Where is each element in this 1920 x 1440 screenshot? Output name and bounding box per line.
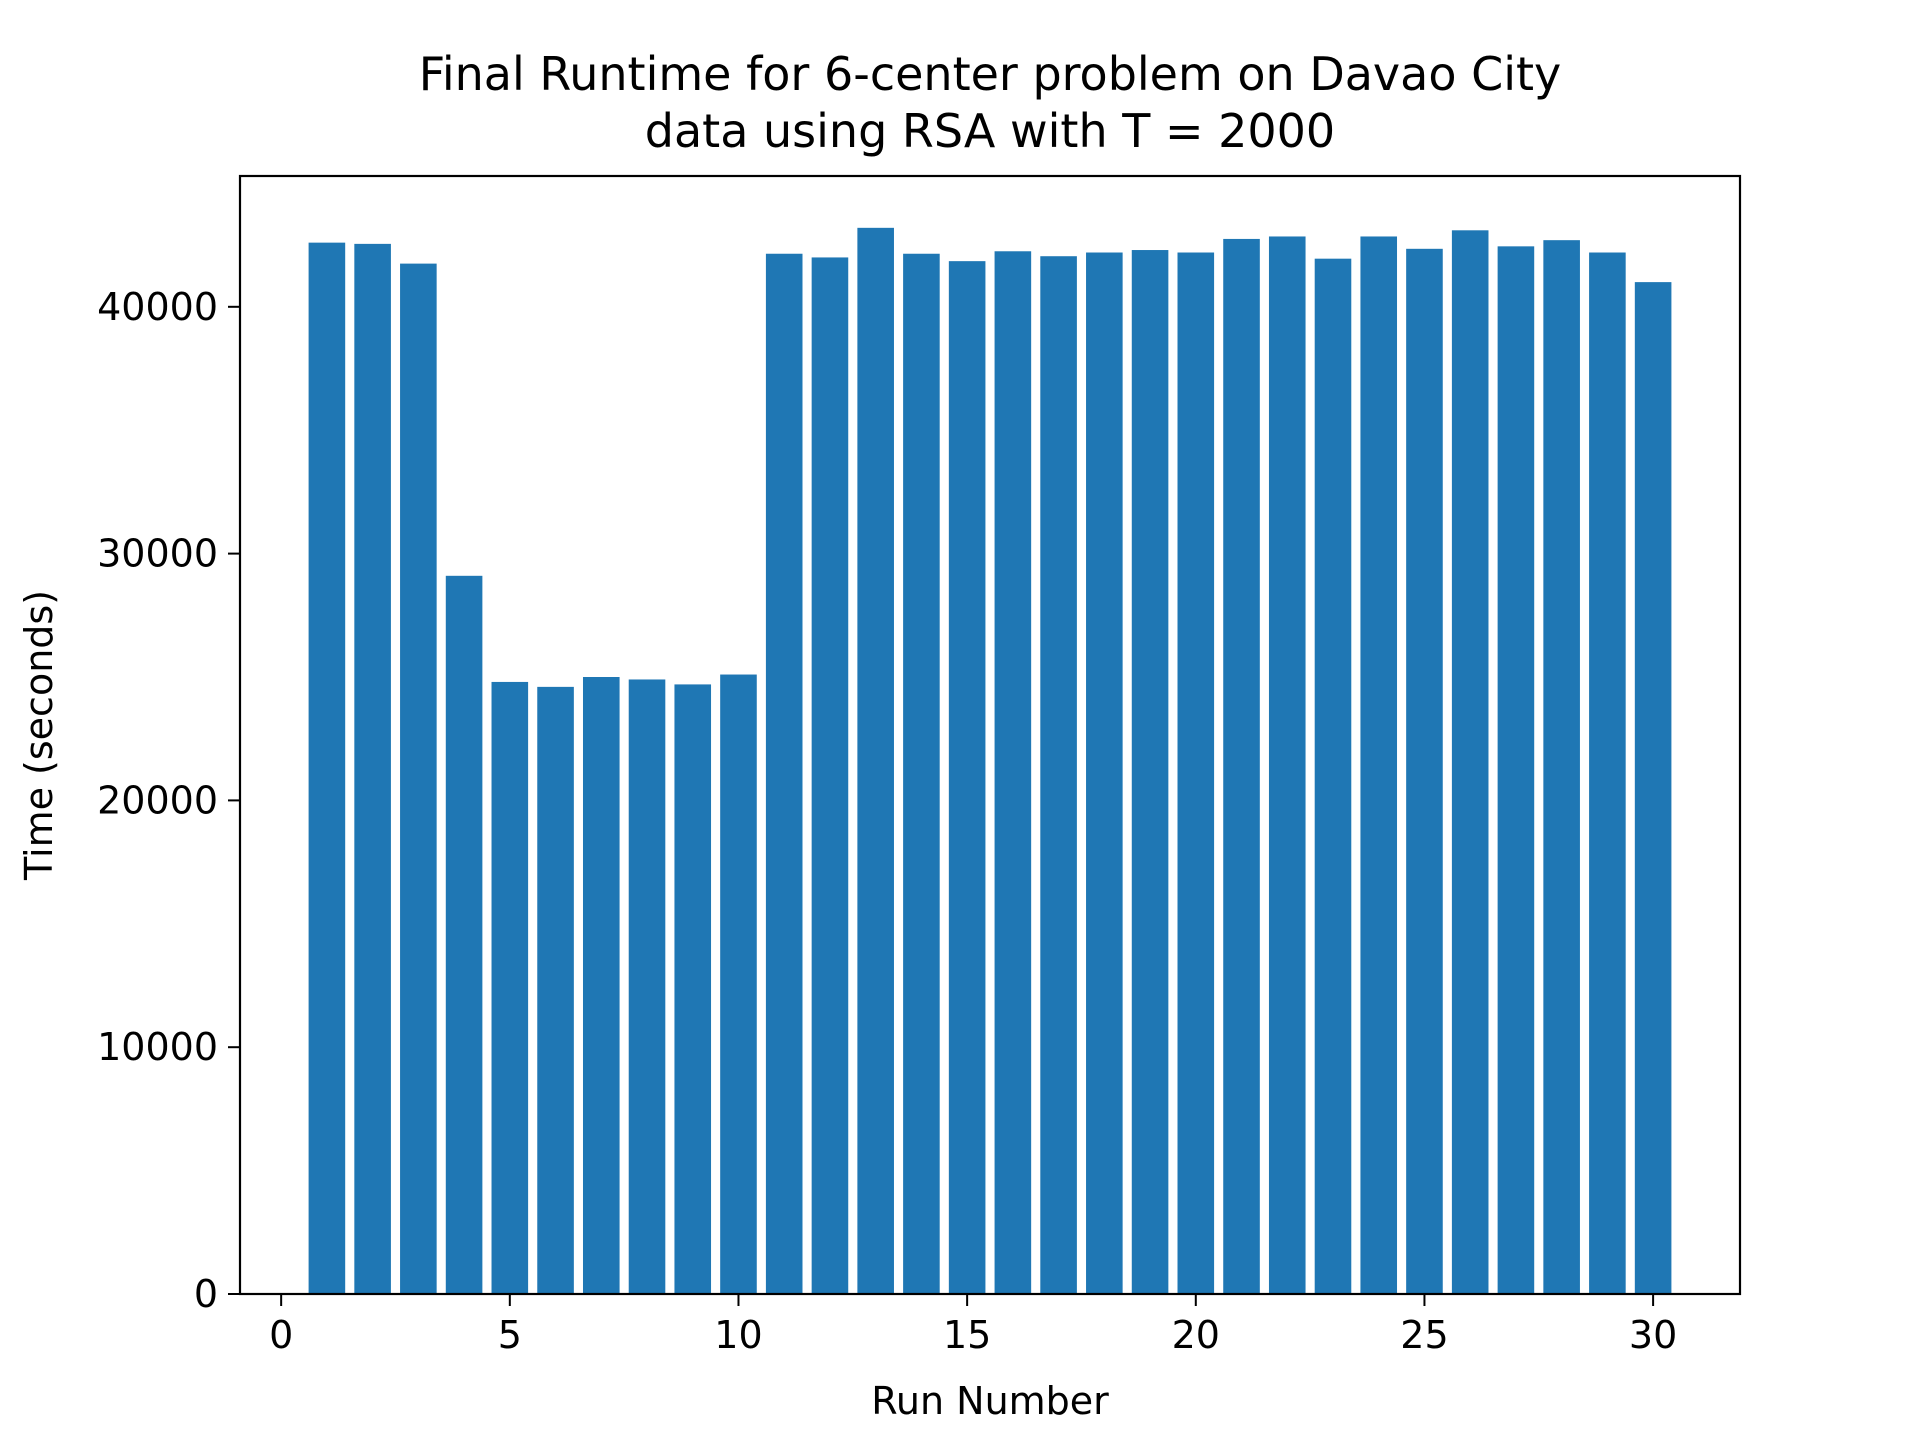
bar-run-13 [857, 227, 894, 1295]
y-axis-label: Time (seconds) [17, 590, 61, 881]
bar-run-2 [354, 243, 391, 1294]
bar-series [308, 227, 1672, 1295]
x-tick-label: 25 [1400, 1313, 1448, 1357]
bar-run-18 [1086, 252, 1123, 1294]
x-tick-label: 15 [943, 1313, 991, 1357]
x-axis-ticks: 0 5 10 15 20 25 30 [269, 1294, 1677, 1357]
bar-run-26 [1451, 230, 1489, 1294]
bar-run-19 [1131, 250, 1169, 1294]
bar-run-17 [1040, 256, 1077, 1295]
bar-run-6 [537, 686, 574, 1294]
x-tick-label: 0 [269, 1313, 293, 1357]
y-axis-ticks: 0 10000 20000 30000 40000 [97, 285, 240, 1316]
y-tick-label: 20000 [97, 778, 218, 822]
x-tick-label: 20 [1172, 1313, 1220, 1357]
bar-run-28 [1543, 240, 1580, 1294]
bar-run-27 [1497, 246, 1535, 1295]
bar-run-16 [994, 251, 1032, 1294]
bar-run-24 [1360, 236, 1398, 1295]
x-axis-label: Run Number [871, 1379, 1109, 1423]
bar-run-15 [948, 261, 986, 1294]
bar-run-23 [1314, 258, 1352, 1295]
bar-run-4 [445, 575, 483, 1294]
y-tick-label: 30000 [97, 532, 218, 576]
bar-run-20 [1177, 252, 1215, 1294]
bar-run-12 [811, 257, 849, 1295]
bar-run-1 [308, 242, 346, 1294]
bar-run-14 [903, 253, 940, 1295]
chart-title-line-2: data using RSA with T = 2000 [645, 104, 1335, 158]
bar-run-21 [1223, 238, 1260, 1295]
chart-title-line-1: Final Runtime for 6-center problem on Da… [419, 47, 1562, 101]
bar-run-30 [1634, 282, 1672, 1294]
y-tick-label: 10000 [97, 1025, 218, 1069]
bar-run-29 [1589, 252, 1626, 1294]
bar-run-25 [1406, 248, 1443, 1294]
bar-run-3 [400, 263, 437, 1294]
x-tick-label: 5 [498, 1313, 522, 1357]
y-tick-label: 40000 [97, 285, 218, 329]
x-tick-label: 10 [714, 1313, 762, 1357]
bar-run-5 [491, 681, 529, 1294]
bar-run-9 [674, 684, 712, 1294]
bar-run-10 [720, 674, 757, 1294]
plot-frame [238, 174, 1742, 1296]
bar-run-22 [1268, 236, 1306, 1295]
bar-run-8 [628, 679, 666, 1294]
x-tick-label: 30 [1629, 1313, 1677, 1357]
bar-run-11 [765, 253, 803, 1295]
bar-run-7 [582, 677, 620, 1294]
y-tick-label: 0 [194, 1272, 218, 1316]
